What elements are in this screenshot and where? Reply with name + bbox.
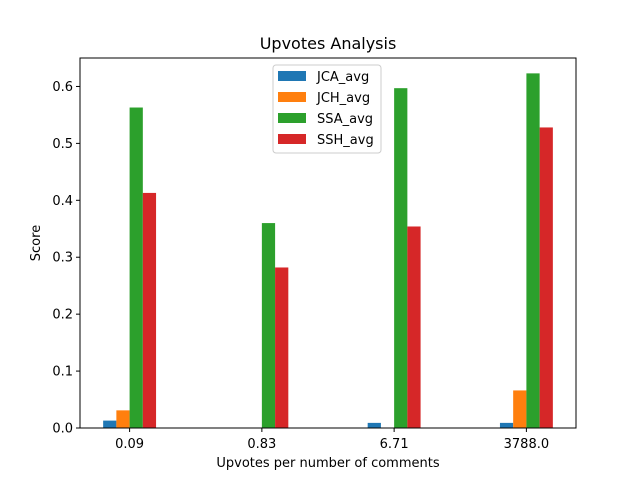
x-tick-label: 0.83 [247, 437, 276, 452]
bar-ssa-avg-3 [526, 73, 540, 429]
bar-jch-avg-0 [116, 410, 130, 428]
bar-jch-avg-3 [513, 390, 527, 428]
x-tick-label: 0.09 [115, 437, 144, 452]
y-tick-label: 0.2 [52, 308, 73, 323]
legend-label: JCA_avg [316, 70, 369, 85]
legend-box [272, 64, 382, 154]
bar-ssa-avg-0 [129, 107, 143, 429]
bar-jca-avg-3 [499, 422, 514, 428]
bar-ssh-avg-2 [407, 226, 421, 428]
legend-swatch [278, 92, 306, 102]
bars [103, 73, 553, 429]
bar-ssh-avg-0 [142, 192, 157, 428]
y-tick-label: 0.6 [52, 80, 73, 95]
y-axis: 0.0 0.1 0.2 0.3 0.4 0.5 0.6 [52, 80, 80, 437]
bar-ssa-avg-1 [261, 223, 276, 428]
legend-label: SSA_avg [317, 112, 373, 127]
y-tick-label: 0.5 [52, 137, 73, 152]
y-tick-label: 0.1 [52, 365, 73, 380]
bar-ssh-avg-1 [275, 267, 289, 428]
bar-ssh-avg-3 [539, 127, 553, 428]
y-tick-label: 0.4 [52, 194, 73, 209]
plot-frame [79, 57, 577, 429]
legend-label: SSH_avg [317, 133, 374, 148]
bar-jca-avg-0 [103, 420, 117, 428]
x-axis-label: Upvotes per number of comments [216, 456, 439, 471]
legend-swatch [278, 71, 306, 81]
legend-swatch [278, 113, 306, 123]
x-axis: 0.09 0.83 6.71 3788.0 [115, 428, 549, 452]
legend-swatch [278, 134, 306, 144]
legend: JCA_avg JCH_avg SSA_avg SSH_avg [272, 64, 382, 154]
legend-label: JCH_avg [316, 91, 370, 106]
bar-ssa-avg-2 [394, 88, 408, 429]
bar-jca-avg-2 [367, 422, 381, 428]
x-tick-label: 6.71 [380, 437, 409, 452]
y-tick-label: 0.3 [52, 251, 73, 266]
y-tick-label: 0.0 [52, 422, 73, 437]
y-axis-label: Score [29, 225, 44, 261]
x-tick-label: 3788.0 [504, 437, 550, 452]
chart-title: Upvotes Analysis [260, 34, 397, 53]
